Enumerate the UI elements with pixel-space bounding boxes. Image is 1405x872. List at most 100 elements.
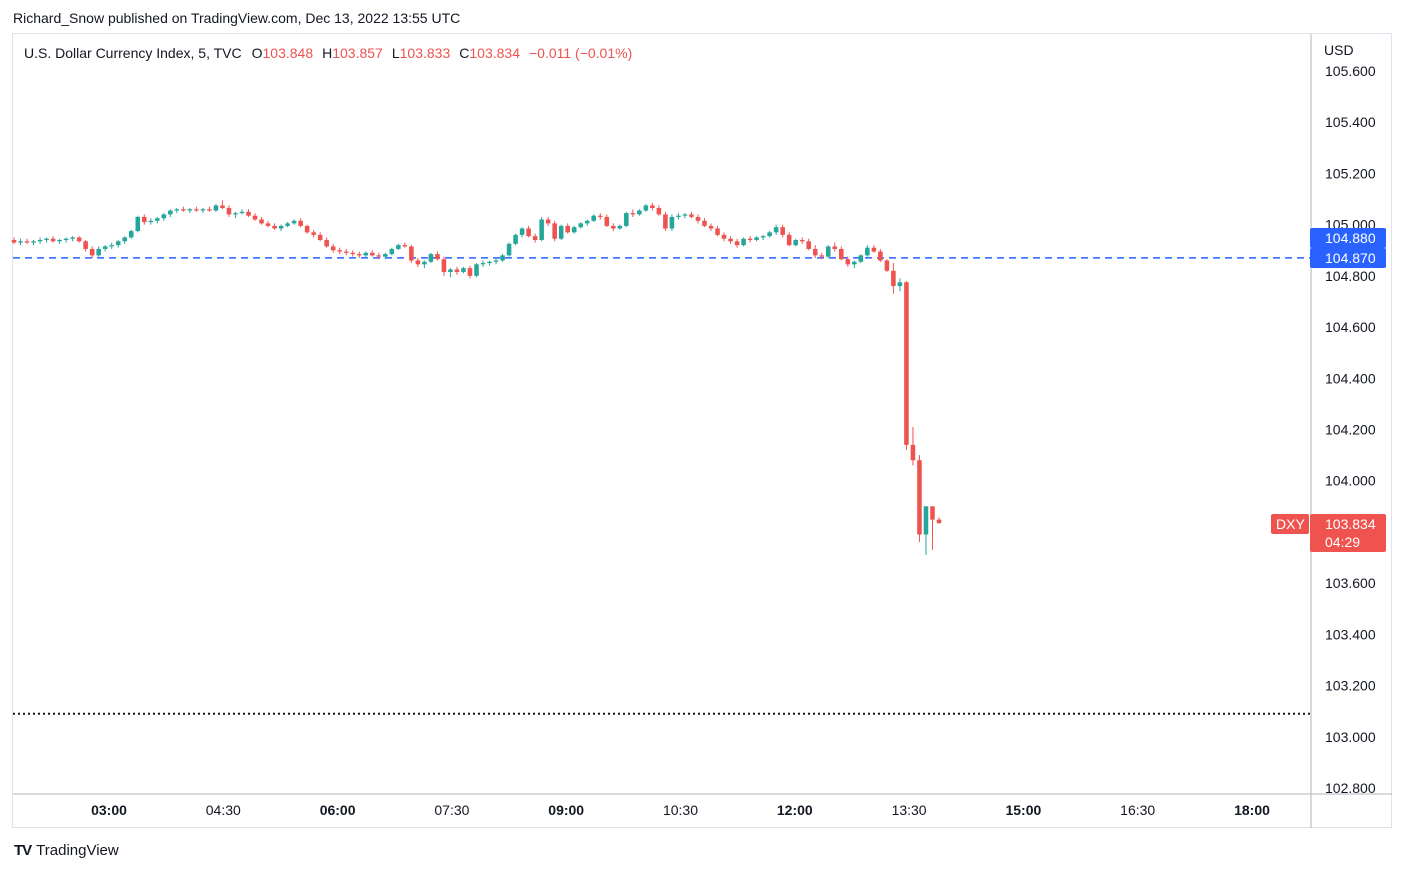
candle-body [474, 264, 479, 276]
candle-body [422, 261, 427, 265]
candle-body [350, 252, 356, 255]
candle [728, 236, 733, 244]
chart-legend: U.S. Dollar Currency Index, 5, TVC O103.8… [24, 45, 641, 61]
candle-body [96, 248, 101, 256]
candle [194, 206, 199, 212]
candle-body [389, 248, 395, 255]
candle-body [44, 238, 49, 241]
candle [454, 266, 460, 275]
candle [747, 236, 753, 243]
candle-body [526, 228, 531, 237]
candle [904, 280, 909, 450]
time-tick-label: 07:30 [434, 802, 469, 818]
candle-body [741, 238, 746, 246]
countdown-text: 04:29 [1325, 534, 1360, 550]
candle-body [11, 240, 17, 243]
candle-body [910, 444, 916, 461]
candle [291, 219, 297, 225]
candle-body [708, 225, 714, 229]
horizontal-lines [13, 257, 1311, 715]
candle [24, 238, 30, 244]
candle-body [604, 216, 610, 226]
candle [441, 256, 447, 276]
candle-body [552, 223, 557, 239]
candle [128, 229, 134, 239]
candle [383, 252, 388, 260]
candle [584, 219, 590, 226]
candle [682, 213, 688, 219]
candle-body [611, 225, 616, 229]
time-tick-label: 10:30 [663, 802, 698, 818]
candle-body [584, 220, 590, 224]
candle [76, 236, 82, 243]
candle-body [330, 246, 336, 251]
price-tick-label: 102.800 [1325, 780, 1376, 796]
price-tick-label: 105.400 [1325, 114, 1376, 130]
candle [721, 232, 727, 242]
candle [526, 225, 531, 238]
candle-body [109, 245, 114, 247]
candle-body [148, 220, 154, 223]
candle [754, 236, 759, 242]
candle [330, 243, 336, 253]
candle [226, 205, 232, 217]
candle [545, 216, 551, 226]
chart-frame[interactable] [12, 33, 1392, 828]
candle-body [252, 215, 258, 220]
price-tick-label: 104.800 [1325, 268, 1376, 284]
candle-body [597, 215, 603, 217]
candle-body [155, 218, 160, 221]
candle [871, 245, 877, 253]
candle [187, 207, 193, 214]
footer-brand[interactable]: TV TradingView [14, 842, 119, 859]
candle-body [122, 237, 128, 242]
candle-body [695, 216, 701, 221]
candle-body [825, 246, 831, 257]
candle [884, 259, 890, 273]
time-tick-label: 09:00 [548, 802, 584, 818]
candle [415, 257, 421, 267]
candle-body [337, 250, 342, 252]
candle-body [142, 216, 147, 223]
candle-body [31, 241, 36, 243]
candle [115, 240, 121, 248]
candle-body [435, 254, 440, 260]
candle-body [291, 220, 297, 224]
candle [200, 207, 206, 214]
candle [135, 215, 141, 233]
candle-body [311, 232, 316, 235]
candle [337, 247, 342, 255]
candle [708, 223, 714, 232]
candle [285, 222, 290, 228]
legend-open: 103.848 [262, 45, 314, 61]
publisher-line: Richard_Snow published on TradingView.co… [13, 10, 461, 26]
candle-body [617, 225, 623, 229]
candle [741, 237, 746, 247]
candle-body [383, 254, 388, 257]
candle-body [161, 214, 167, 219]
candle [31, 240, 36, 246]
candle-body [265, 223, 271, 226]
candle [656, 205, 662, 216]
time-tick-label: 18:00 [1234, 802, 1270, 818]
candle-body [285, 223, 290, 226]
candle-body [878, 251, 883, 261]
candle-body [83, 241, 88, 249]
price-tick-label: 105.200 [1325, 165, 1376, 181]
candle [50, 236, 56, 243]
candle [311, 229, 316, 238]
candle-body [506, 243, 512, 256]
candle [265, 220, 271, 228]
candle-body [663, 214, 668, 229]
time-tick-label: 13:30 [892, 802, 927, 818]
candle-body [832, 246, 838, 249]
line-price-badge-text: 104.870 [1325, 250, 1376, 266]
candle-body [630, 213, 636, 215]
candle [734, 238, 740, 248]
candle-body [317, 234, 323, 241]
candle-body [904, 282, 909, 445]
candle-body [891, 270, 896, 287]
candle-body [70, 237, 75, 239]
candle [18, 238, 23, 246]
